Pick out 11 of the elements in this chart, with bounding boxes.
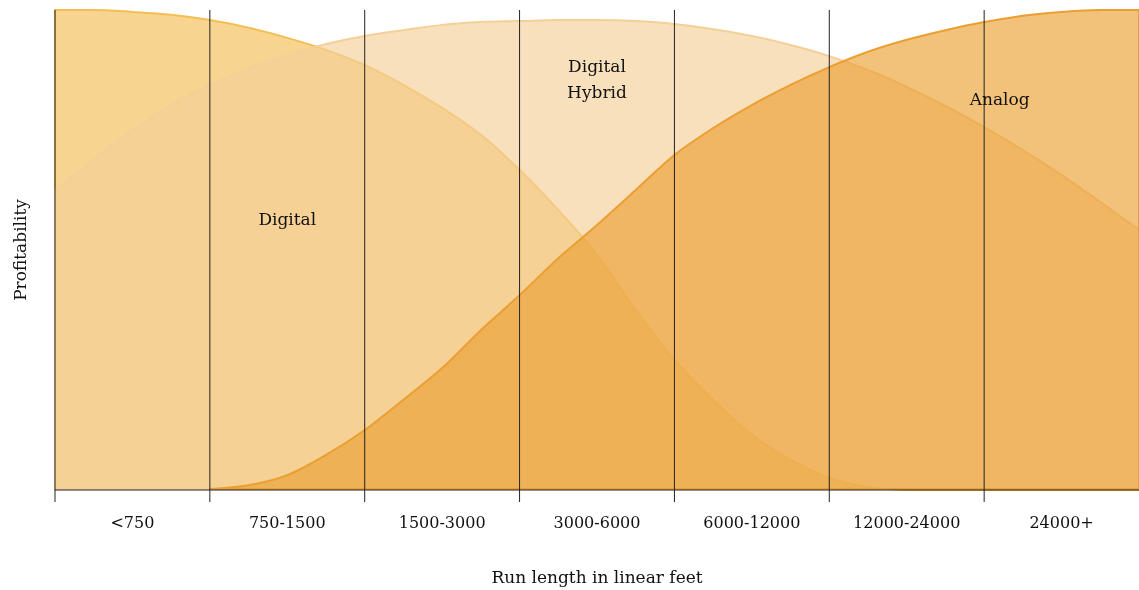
x-tick-label: 1500-3000 [398,513,486,532]
y-axis-title: Profitability [10,198,30,301]
x-tick-label: 12000-24000 [853,513,961,532]
x-tick-label: 24000+ [1029,513,1094,532]
series-label: Digital [258,209,317,229]
x-tick-label: 750-1500 [248,513,326,532]
x-tick-label: 3000-6000 [553,513,641,532]
x-axis-title: Run length in linear feet [491,567,703,587]
series-label: Digital Hybrid [567,56,627,102]
x-tick-label: <750 [110,513,155,532]
x-tick-label: 6000-12000 [703,513,801,532]
